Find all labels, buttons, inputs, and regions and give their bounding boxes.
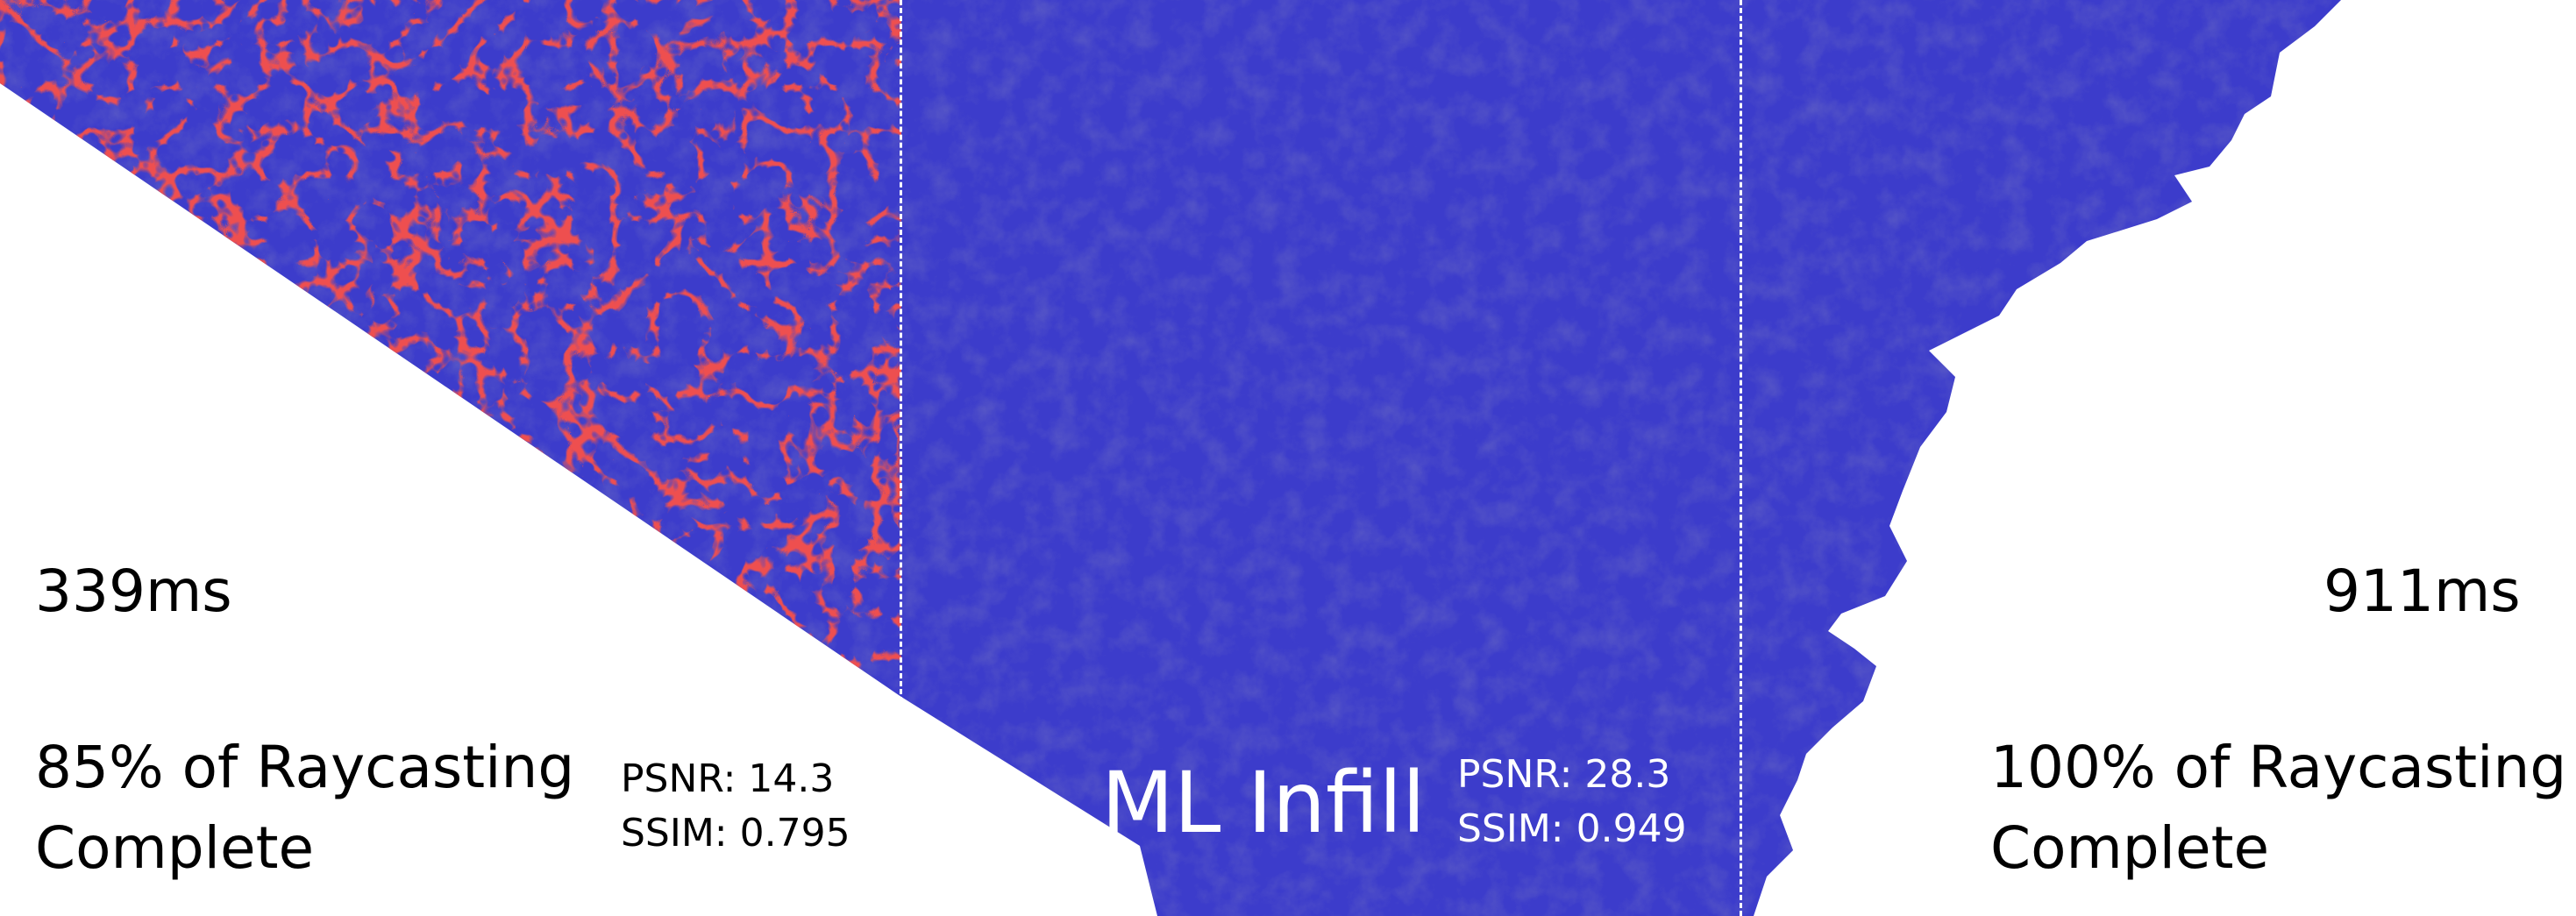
middle-psnr: PSNR: 28.3 — [1457, 752, 1671, 797]
left-psnr: PSNR: 14.3 — [621, 756, 835, 801]
right-time-label: 911ms — [2323, 557, 2521, 625]
right-status-label: 100% of Raycasting Complete — [1990, 728, 2566, 889]
ml-infill-title: ML Infill — [1101, 754, 1426, 852]
divider-right — [1740, 0, 1742, 916]
left-metrics: PSNR: 14.3 SSIM: 0.795 — [621, 752, 850, 861]
right-status-line1: 100% of Raycasting — [1990, 734, 2567, 801]
left-status-label: 85% of Raycasting Complete — [35, 728, 574, 889]
middle-ssim: SSIM: 0.949 — [1457, 806, 1687, 851]
left-ssim: SSIM: 0.795 — [621, 811, 850, 856]
left-status-line1: 85% of Raycasting — [35, 734, 575, 801]
right-status-line2: Complete — [1990, 814, 2270, 882]
divider-left — [900, 0, 902, 916]
middle-metrics: PSNR: 28.3 SSIM: 0.949 — [1457, 748, 1687, 856]
left-time-label: 339ms — [35, 557, 232, 625]
left-status-line2: Complete — [35, 814, 315, 882]
